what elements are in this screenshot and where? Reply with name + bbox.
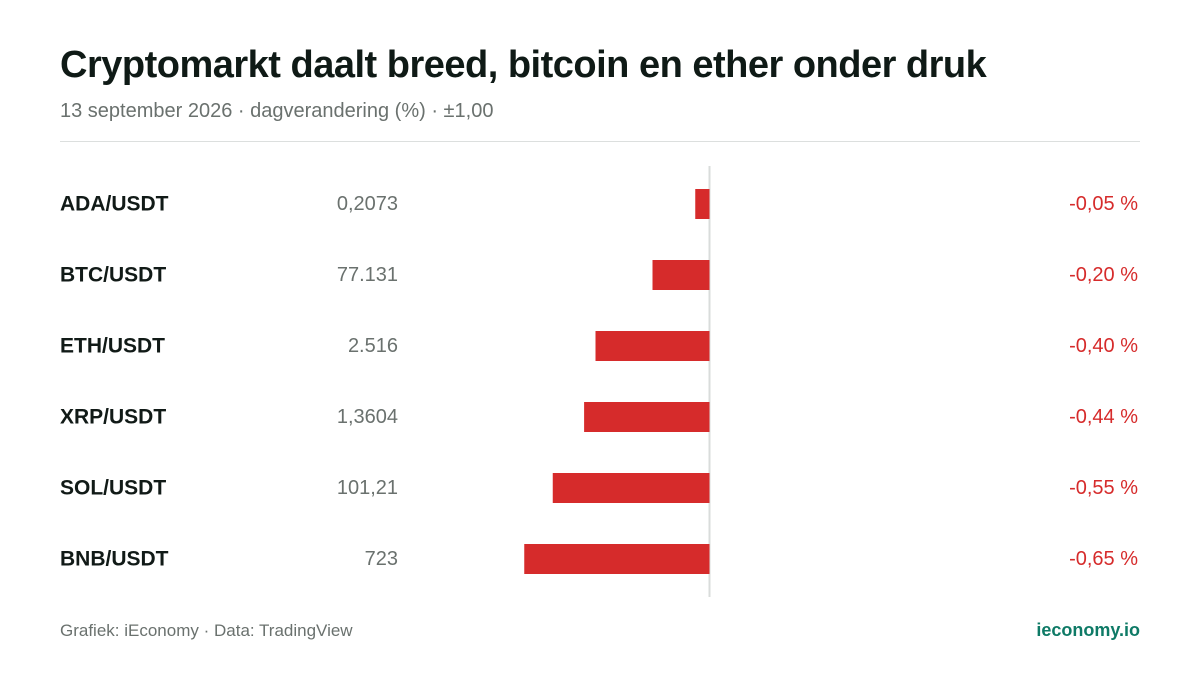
- category-label: SOL/USDT: [60, 477, 166, 500]
- value-label: -0,55 %: [1069, 477, 1138, 499]
- bar: [584, 402, 710, 432]
- value-label: -0,05 %: [1069, 193, 1138, 215]
- chart-title: Cryptomarkt daalt breed, bitcoin en ethe…: [60, 44, 987, 86]
- value-label: -0,44 %: [1069, 406, 1138, 428]
- bar: [524, 544, 710, 574]
- bar: [595, 331, 710, 361]
- category-label: BNB/USDT: [60, 548, 169, 571]
- price-label: 77.131: [337, 264, 398, 286]
- price-label: 723: [365, 548, 398, 570]
- price-label: 2.516: [348, 335, 398, 357]
- value-label: -0,40 %: [1069, 335, 1138, 357]
- category-label: XRP/USDT: [60, 406, 166, 429]
- chart-subtitle: 13 september 2026 · dagverandering (%) ·…: [60, 100, 494, 122]
- category-label: ETH/USDT: [60, 335, 165, 358]
- bar: [695, 189, 710, 219]
- bar: [552, 473, 710, 503]
- category-label: ADA/USDT: [60, 193, 169, 216]
- price-label: 101,21: [337, 477, 398, 499]
- header-divider: [60, 141, 1140, 142]
- value-label: -0,65 %: [1069, 548, 1138, 570]
- footer-source: Grafiek: iEconomy · Data: TradingView: [60, 621, 353, 640]
- category-label: BTC/USDT: [60, 264, 166, 287]
- price-label: 0,2073: [337, 193, 398, 215]
- footer-brand-link[interactable]: ieconomy.io: [1036, 620, 1140, 640]
- bar: [652, 260, 710, 290]
- price-label: 1,3604: [337, 406, 398, 428]
- value-label: -0,20 %: [1069, 264, 1138, 286]
